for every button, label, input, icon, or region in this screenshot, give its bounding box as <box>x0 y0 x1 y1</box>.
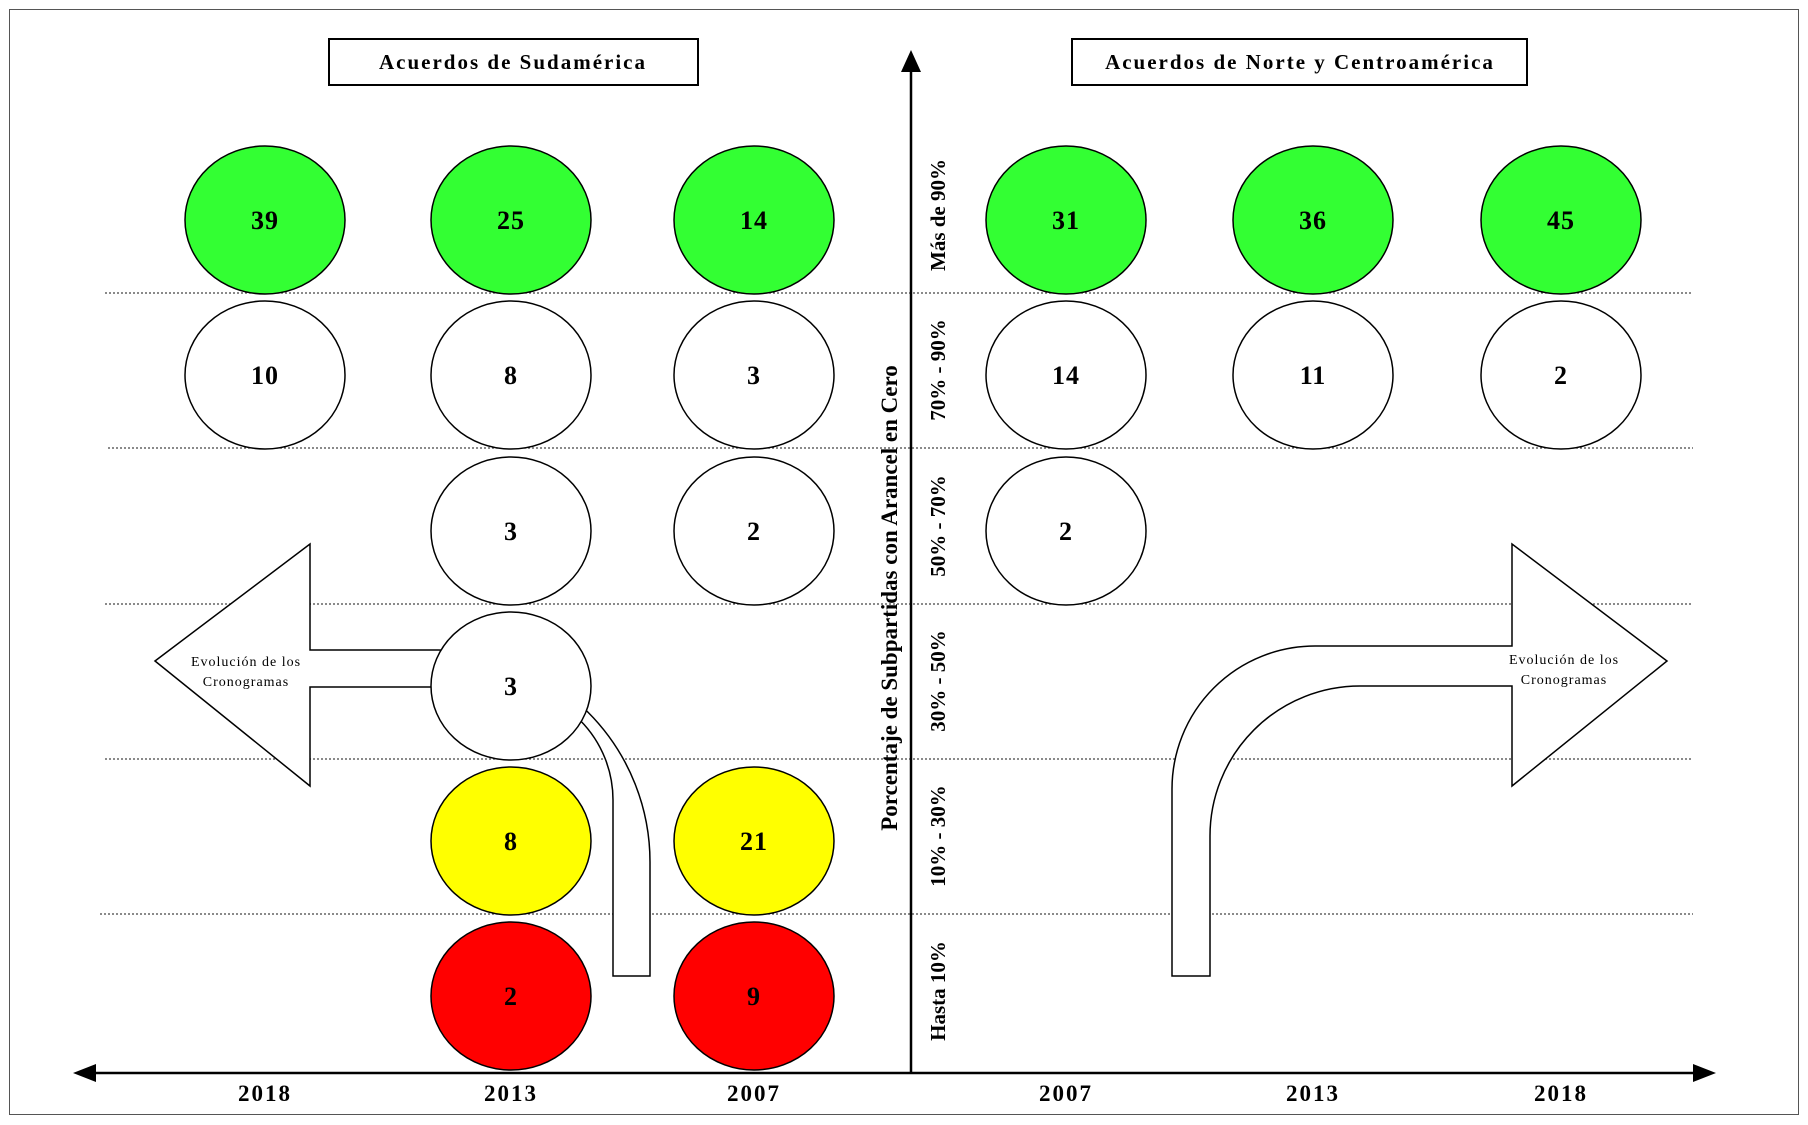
bubble: 45 <box>1480 145 1642 295</box>
bubble-value: 14 <box>1052 361 1080 390</box>
bubble-circle <box>985 300 1147 450</box>
bubble-value: 3 <box>504 672 518 701</box>
bubble: 31 <box>985 145 1147 295</box>
year-label: 2007 <box>1039 1081 1093 1106</box>
bubble-circle <box>430 921 592 1071</box>
bubble: 2 <box>430 921 592 1071</box>
bubble-value: 31 <box>1052 206 1080 235</box>
bubble-circle <box>673 145 835 295</box>
bubble-circle <box>184 145 346 295</box>
bubble: 2 <box>673 456 835 606</box>
bubble-circle <box>1480 145 1642 295</box>
year-label: 2018 <box>238 1081 292 1106</box>
bubble-value: 8 <box>504 361 518 390</box>
bubble-circle <box>673 766 835 916</box>
year-label: 2018 <box>1534 1081 1588 1106</box>
right-arrow-label-line2: Cronogramas <box>1521 673 1607 688</box>
bubble-circle <box>184 300 346 450</box>
bubble-value: 36 <box>1299 206 1327 235</box>
left-arrow-label-line1: Evolución de los <box>191 655 301 670</box>
band-label: 10% - 30% <box>926 785 950 887</box>
bubble-circle <box>430 300 592 450</box>
bubble: 2 <box>1480 300 1642 450</box>
vertical-axis <box>901 50 921 1073</box>
bubble: 25 <box>430 145 592 295</box>
band-label: 50% - 70% <box>926 475 950 577</box>
bubble: 3 <box>430 611 592 761</box>
bubble: 3 <box>430 456 592 606</box>
bubble-value: 2 <box>504 982 518 1011</box>
bubble: 2 <box>985 456 1147 606</box>
bubble-value: 9 <box>747 982 761 1011</box>
bubble-value: 21 <box>740 827 768 856</box>
bubble-value: 25 <box>497 206 525 235</box>
bubble-value: 2 <box>747 517 761 546</box>
bubble-value: 45 <box>1547 206 1575 235</box>
bubble: 14 <box>673 145 835 295</box>
bubble: 8 <box>430 766 592 916</box>
bubble: 21 <box>673 766 835 916</box>
bubble: 36 <box>1232 145 1394 295</box>
bubble-circle <box>985 456 1147 606</box>
bubble-circle <box>430 766 592 916</box>
bubble-circle <box>985 145 1147 295</box>
bubble-circle <box>1480 300 1642 450</box>
band-label: Más de 90% <box>926 159 950 271</box>
header-left-box <box>328 38 699 86</box>
year-label: 2007 <box>727 1081 781 1106</box>
horizontal-axis-left-arrowhead <box>73 1064 96 1082</box>
bubble-value: 3 <box>504 517 518 546</box>
year-label: 2013 <box>484 1081 538 1106</box>
bubble-circle <box>430 611 592 761</box>
year-label: 2013 <box>1286 1081 1340 1106</box>
year-labels: 2018 2013 2007 2007 2013 2018 <box>238 1081 1588 1106</box>
bubble-value: 3 <box>747 361 761 390</box>
band-label: 30% - 50% <box>926 630 950 732</box>
bubble-value: 2 <box>1059 517 1073 546</box>
right-evolution-arrow-shape <box>1171 542 1669 977</box>
header-right: Acuerdos de Norte y Centroamérica <box>1071 38 1528 86</box>
vertical-axis-arrowhead <box>901 50 921 72</box>
axis-title: Porcentaje de Subpartidas con Arancel en… <box>877 365 902 831</box>
bubble: 11 <box>1232 300 1394 450</box>
bubble: 14 <box>985 300 1147 450</box>
right-arrow-label-line1: Evolución de los <box>1509 653 1619 668</box>
band-label: Hasta 10% <box>926 941 950 1041</box>
band-separators <box>100 292 1693 915</box>
horizontal-axis-right-arrowhead <box>1693 1064 1716 1082</box>
bubble-value: 14 <box>740 206 768 235</box>
bubble-value: 39 <box>251 206 279 235</box>
bubble-circle <box>673 300 835 450</box>
horizontal-axis <box>73 1064 1716 1082</box>
bubbles: 39 25 14 31 36 45 10 8 3 14 11 2 3 2 2 3 8 21 2 9 <box>184 145 1642 1071</box>
bubble: 39 <box>184 145 346 295</box>
bubble: 10 <box>184 300 346 450</box>
bubble-circle <box>1232 300 1394 450</box>
header-left: Acuerdos de Sudamérica <box>328 38 699 86</box>
bubble-circle <box>673 456 835 606</box>
bubble-value: 11 <box>1300 361 1327 390</box>
bubble-circle <box>430 145 592 295</box>
bubble-value: 10 <box>251 361 279 390</box>
header-left-text: Acuerdos de Sudamérica <box>379 50 647 74</box>
bubble-value: 8 <box>504 827 518 856</box>
bubble: 9 <box>673 921 835 1071</box>
band-label: 70% - 90% <box>926 319 950 421</box>
band-labels: Más de 90% 70% - 90% 50% - 70% 30% - 50%… <box>926 159 950 1041</box>
bubble-circle <box>673 921 835 1071</box>
bubble: 8 <box>430 300 592 450</box>
left-evolution-arrow: Evolución de los Cronogramas <box>153 542 651 977</box>
right-evolution-arrow: Evolución de los Cronogramas <box>1171 542 1669 977</box>
left-arrow-label-line2: Cronogramas <box>203 675 289 690</box>
header-right-box <box>1071 38 1528 86</box>
bubble-circle <box>1232 145 1394 295</box>
bubble-circle <box>430 456 592 606</box>
header-right-text: Acuerdos de Norte y Centroamérica <box>1105 50 1495 74</box>
bubble: 3 <box>673 300 835 450</box>
bubble-value: 2 <box>1554 361 1568 390</box>
